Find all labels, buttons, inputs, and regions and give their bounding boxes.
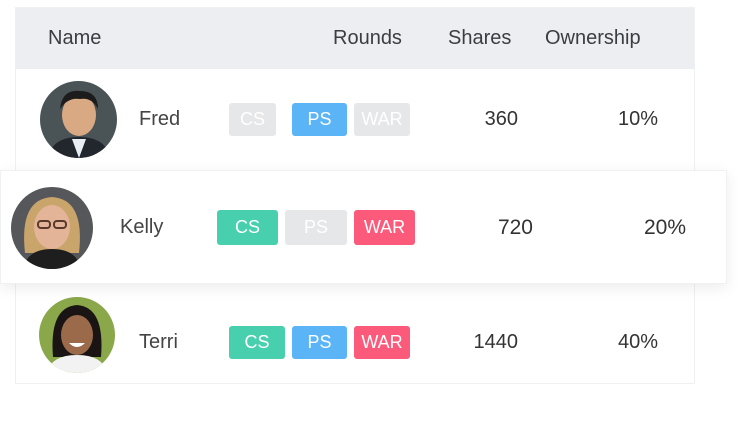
- row-shares: 360: [484, 108, 518, 130]
- table-row-highlighted[interactable]: Kelly CS PS WAR 720 20%: [0, 170, 727, 284]
- row-shares: 720: [497, 216, 533, 239]
- column-header-ownership: Ownership: [545, 27, 641, 49]
- row-shares: 1440: [473, 331, 519, 353]
- badge-ps: PS: [292, 103, 347, 136]
- badge-war: WAR: [354, 326, 410, 359]
- table-row[interactable]: Fred CS PS WAR 360 10%: [16, 69, 694, 169]
- column-header-shares: Shares: [448, 27, 512, 49]
- column-header-name: Name: [48, 27, 102, 49]
- avatar: [11, 187, 93, 269]
- badge-war: WAR: [354, 210, 415, 245]
- row-ownership: 40%: [617, 331, 658, 353]
- badge-ps: PS: [285, 210, 347, 245]
- row-ownership: 20%: [643, 216, 686, 239]
- row-ownership: 10%: [617, 108, 658, 130]
- badge-war: WAR: [354, 103, 410, 136]
- badge-cs: CS: [229, 326, 285, 359]
- row-name: Fred: [139, 108, 181, 130]
- avatar: [39, 297, 115, 373]
- table-row[interactable]: Terri CS PS WAR 1440 40%: [16, 286, 694, 385]
- row-name: Terri: [139, 331, 178, 353]
- column-header-rounds: Rounds: [333, 27, 402, 49]
- badge-ps: PS: [292, 326, 347, 359]
- badge-cs: CS: [217, 210, 278, 245]
- table-header: Name Rounds Shares Ownership: [16, 8, 694, 69]
- badge-cs: CS: [229, 103, 276, 136]
- row-name: Kelly: [120, 216, 164, 238]
- avatar: [40, 81, 117, 158]
